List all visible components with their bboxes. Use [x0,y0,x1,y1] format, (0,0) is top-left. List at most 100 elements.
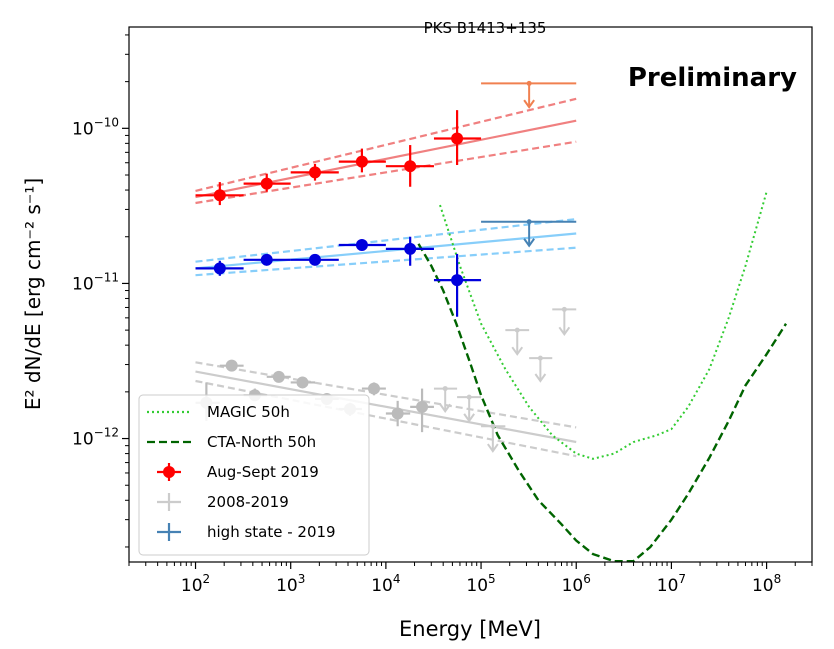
ul-cap [537,355,543,361]
aug-sept-2019-fit-center-line [195,119,577,199]
axis-ticks: 102 103 104 105 106 107 108 10−12 10−11 10−10 [72,34,813,596]
data-marker [404,160,417,173]
x-tick-label: 107 [657,572,686,596]
high-state-2019-fit-center-line [195,232,577,270]
data-marker [272,370,285,383]
aug-sept-2019-point-2 [243,173,291,192]
2008-2019-point-10 [410,388,434,433]
y-axis-label: E² dN/dE [erg cm⁻² s⁻¹] [21,178,45,410]
ul-arrowhead [463,413,475,423]
magic-50h-curve [439,191,768,460]
legend-entry-magic-50h: MAGIC 50h [147,403,290,421]
ul-arrowhead [523,238,535,248]
aug-sept-2019-fit-upper-line [195,97,577,192]
data-marker [451,132,464,145]
high-state-2019-sed-points-point-6 [433,253,482,317]
ul-arrowhead [511,346,524,356]
data-marker [225,359,238,372]
data-marker [355,155,368,168]
legend-label: high state - 2019 [207,523,336,541]
data-marker [296,376,309,389]
chart-title: PKS B1413+135 [424,19,547,37]
2008-2019-fit-center-line [195,370,577,444]
ul-arrowhead [487,443,499,453]
x-tick-label: 103 [276,572,305,596]
ul-cap [561,306,567,312]
x-tick-label: 108 [752,572,781,596]
ul-arrowhead [523,99,535,109]
data-marker [260,177,273,190]
data-marker [416,400,429,413]
legend-entry-high-state-2019: high state - 2019 [157,523,336,541]
high-state-2019-sed-points-point-1 [195,260,244,276]
2008-2019-upper-limits-ul-5 [529,355,553,383]
data-marker [367,382,380,395]
ul-arrowhead [534,373,547,383]
data-marker [308,166,321,179]
ul-arrowhead [558,326,571,337]
x-tick-label: 102 [181,572,210,596]
x-axis-label: Energy [MeV] [399,617,541,641]
data-marker [213,262,226,275]
2008-2019-point-5 [290,376,315,389]
high-state-2019-sed-points-point-3 [290,253,339,266]
ul-cap [490,423,496,429]
y-tick-label: 10−10 [72,115,119,139]
legend-swatch-marker [163,466,175,478]
2008-2019-upper-limits-ul-3 [481,423,506,453]
data-marker [451,274,464,287]
ul-cap [514,327,520,333]
aug-sept-2019-fit-lower-line [195,140,577,205]
y-tick-label: 10−12 [72,426,119,450]
2008-2019-point-4 [266,370,291,383]
data-marker [308,253,321,266]
legend: MAGIC 50h CTA-North 50h Aug-Sept 2019 2008-… [138,394,370,556]
2008-2019-upper-limits-ul-4 [505,327,530,356]
ul-cap [466,394,472,400]
x-tick-label: 106 [562,572,591,596]
legend-label: Aug-Sept 2019 [207,463,319,481]
2008-2019-point-8 [361,382,386,396]
plot-content [195,80,788,562]
legend-frame [138,394,370,556]
legend-label: CTA-North 50h [207,433,316,451]
ul-arrowhead [439,403,452,413]
x-tick-label: 105 [466,572,495,596]
aug-sept-2019-point-6 [433,110,482,166]
ul-cap [526,80,532,86]
aug-sept-2019-point-1 [195,182,244,206]
legend-entry-2008-2019: 2008-2019 [157,493,289,511]
plot-area [195,80,788,562]
watermark-label: Preliminary [628,63,797,93]
legend-entry-cta-north-50h: CTA-North 50h [147,433,316,451]
high-state-2019-fit-upper-line [195,218,577,263]
2008-2019-upper-limits-ul-6 [552,306,577,337]
ul-cap [442,386,448,392]
data-marker [213,189,226,202]
2008-2019-fit-upper-line [195,361,577,429]
2008-2019-upper-limits-ul-2 [457,394,482,423]
2008-2019-point-2 [219,359,244,372]
axes-frame [128,26,813,563]
ul-cap [526,219,532,225]
2008-2019-upper-limits-ul-1 [433,386,458,413]
data-marker [404,242,417,255]
aug-sept-2019-point-4 [338,148,386,173]
high-state-2019-fit-lower-line [195,246,577,277]
legend-entry-aug-sept-2019: Aug-Sept 2019 [157,463,319,481]
legend-label: 2008-2019 [207,493,289,511]
high-state-2019-sed-points-point-5 [385,236,434,266]
high-state-2019-upper-limit-ul-1 [481,219,577,248]
2008-2019-fit-lower-line [195,379,577,458]
cta-north-50h-curve [417,243,788,562]
high-state-2019-sed-points-point-2 [243,253,291,266]
legend-label: MAGIC 50h [207,403,290,421]
aug-sept-2019-upper-limit-ul-1 [481,80,577,109]
y-tick-label: 10−11 [72,270,119,294]
aug-sept-2019-point-5 [385,145,434,187]
data-marker [391,407,404,420]
x-tick-label: 104 [371,572,400,596]
aug-sept-2019-point-3 [290,163,339,181]
data-marker [260,253,273,266]
